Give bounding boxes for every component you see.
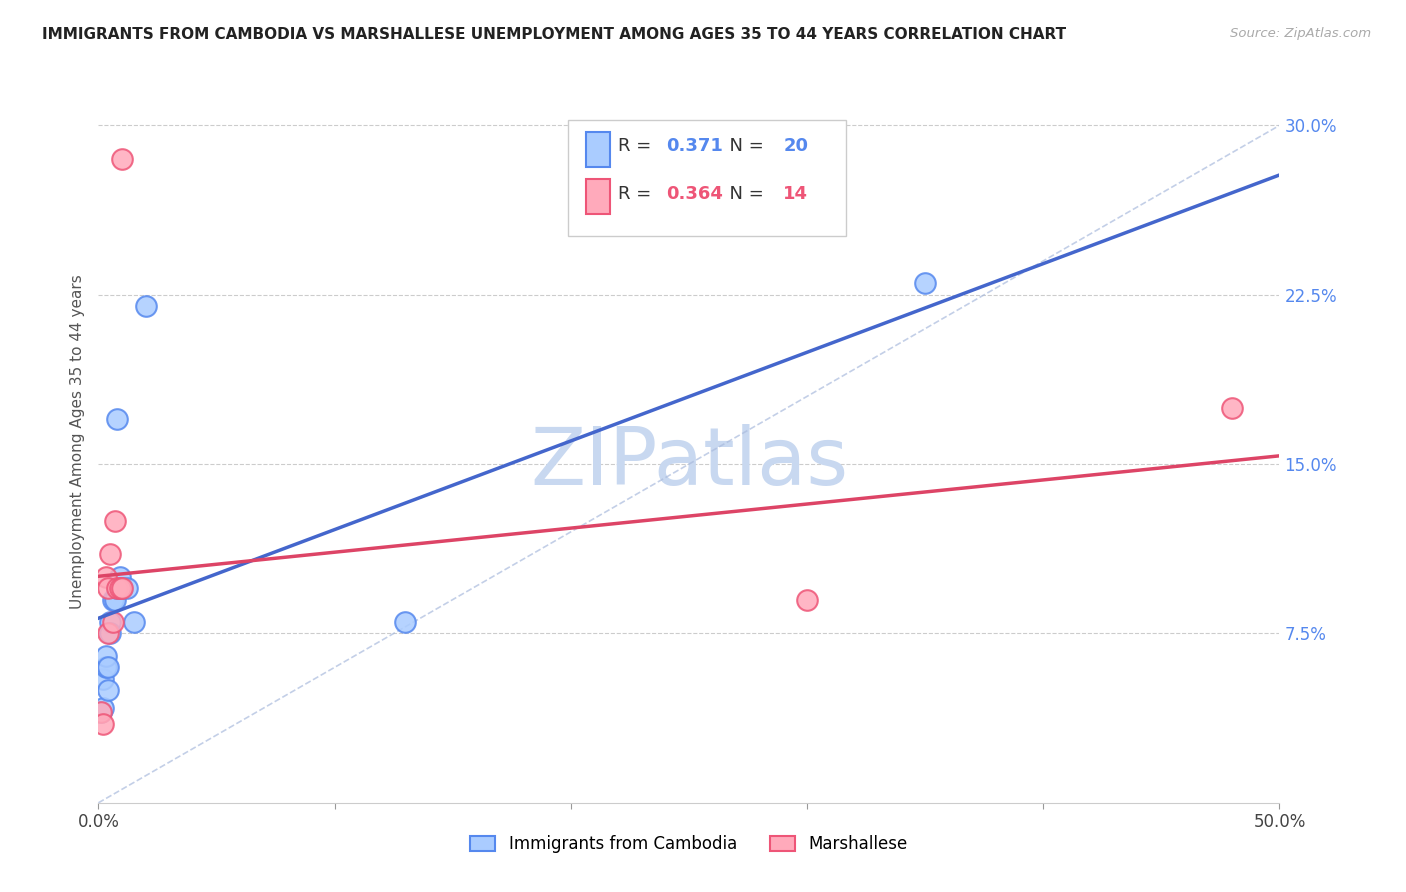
FancyBboxPatch shape — [568, 120, 846, 235]
Bar — [586, 179, 610, 214]
Point — [796, 592, 818, 607]
Point — [1220, 401, 1243, 415]
Point — [91, 716, 114, 731]
Text: N =: N = — [718, 137, 770, 155]
Point — [914, 277, 936, 291]
Point — [111, 153, 134, 167]
Point — [98, 615, 121, 630]
Point — [97, 660, 120, 674]
Point — [98, 626, 121, 640]
Text: ZIPatlas: ZIPatlas — [530, 425, 848, 502]
Point — [105, 582, 128, 596]
Point — [111, 582, 134, 596]
Point — [90, 706, 112, 720]
Text: 20: 20 — [783, 137, 808, 155]
Text: 14: 14 — [783, 185, 808, 202]
Y-axis label: Unemployment Among Ages 35 to 44 years: Unemployment Among Ages 35 to 44 years — [69, 274, 84, 609]
Point — [94, 660, 117, 674]
Text: IMMIGRANTS FROM CAMBODIA VS MARSHALLESE UNEMPLOYMENT AMONG AGES 35 TO 44 YEARS C: IMMIGRANTS FROM CAMBODIA VS MARSHALLESE … — [42, 27, 1066, 42]
Text: R =: R = — [619, 137, 657, 155]
Point — [90, 706, 112, 720]
Text: 0.364: 0.364 — [666, 185, 723, 202]
Legend: Immigrants from Cambodia, Marshallese: Immigrants from Cambodia, Marshallese — [464, 828, 914, 860]
Text: Source: ZipAtlas.com: Source: ZipAtlas.com — [1230, 27, 1371, 40]
Text: N =: N = — [718, 185, 770, 202]
Point — [97, 582, 120, 596]
Point — [101, 615, 124, 630]
Point — [91, 672, 114, 686]
Point — [108, 570, 131, 584]
Point — [394, 615, 416, 630]
Point — [94, 648, 117, 663]
Point — [97, 626, 120, 640]
Text: R =: R = — [619, 185, 657, 202]
Bar — [586, 132, 610, 167]
Point — [104, 592, 127, 607]
Point — [91, 701, 114, 715]
Point — [104, 514, 127, 528]
Text: 0.371: 0.371 — [666, 137, 723, 155]
Point — [98, 548, 121, 562]
Point — [105, 582, 128, 596]
Point — [101, 592, 124, 607]
Point — [97, 682, 120, 697]
Point — [94, 570, 117, 584]
Point — [108, 582, 131, 596]
Point — [115, 582, 138, 596]
Point — [135, 299, 157, 313]
Point — [111, 582, 134, 596]
Point — [122, 615, 145, 630]
Point — [105, 412, 128, 426]
